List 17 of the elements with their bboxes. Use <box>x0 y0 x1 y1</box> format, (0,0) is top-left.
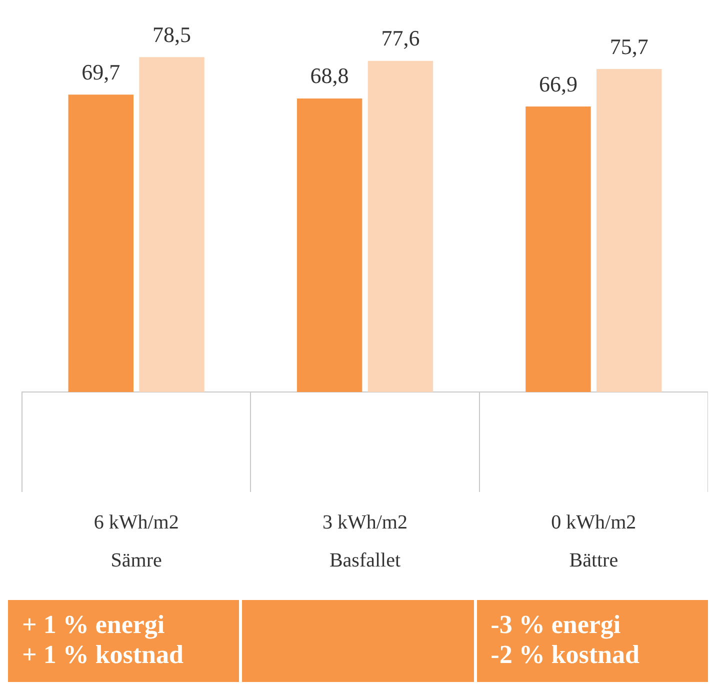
data-label: 69,7 <box>82 59 120 84</box>
x-tick-label: 0 kWh/m2 Bättre <box>551 511 636 572</box>
data-label: 68,8 <box>310 63 349 88</box>
bar <box>139 57 204 392</box>
table-cell: -3 % energi -2 % kostnad <box>474 600 708 682</box>
data-label: 75,7 <box>610 34 648 59</box>
table-cell: + 1 % energi + 1 % kostnad <box>8 600 240 682</box>
data-label: 78,5 <box>152 22 192 47</box>
bar <box>68 94 134 392</box>
bar <box>596 69 662 392</box>
bar <box>296 98 362 392</box>
x-tick-label: 6 kWh/m2 Sämre <box>94 511 179 572</box>
bar <box>368 60 434 392</box>
data-label: 77,6 <box>381 26 420 51</box>
bar <box>526 106 591 392</box>
data-label: 66,9 <box>538 71 578 96</box>
x-tick-label: 3 kWh/m2 Basfallet <box>322 511 408 572</box>
